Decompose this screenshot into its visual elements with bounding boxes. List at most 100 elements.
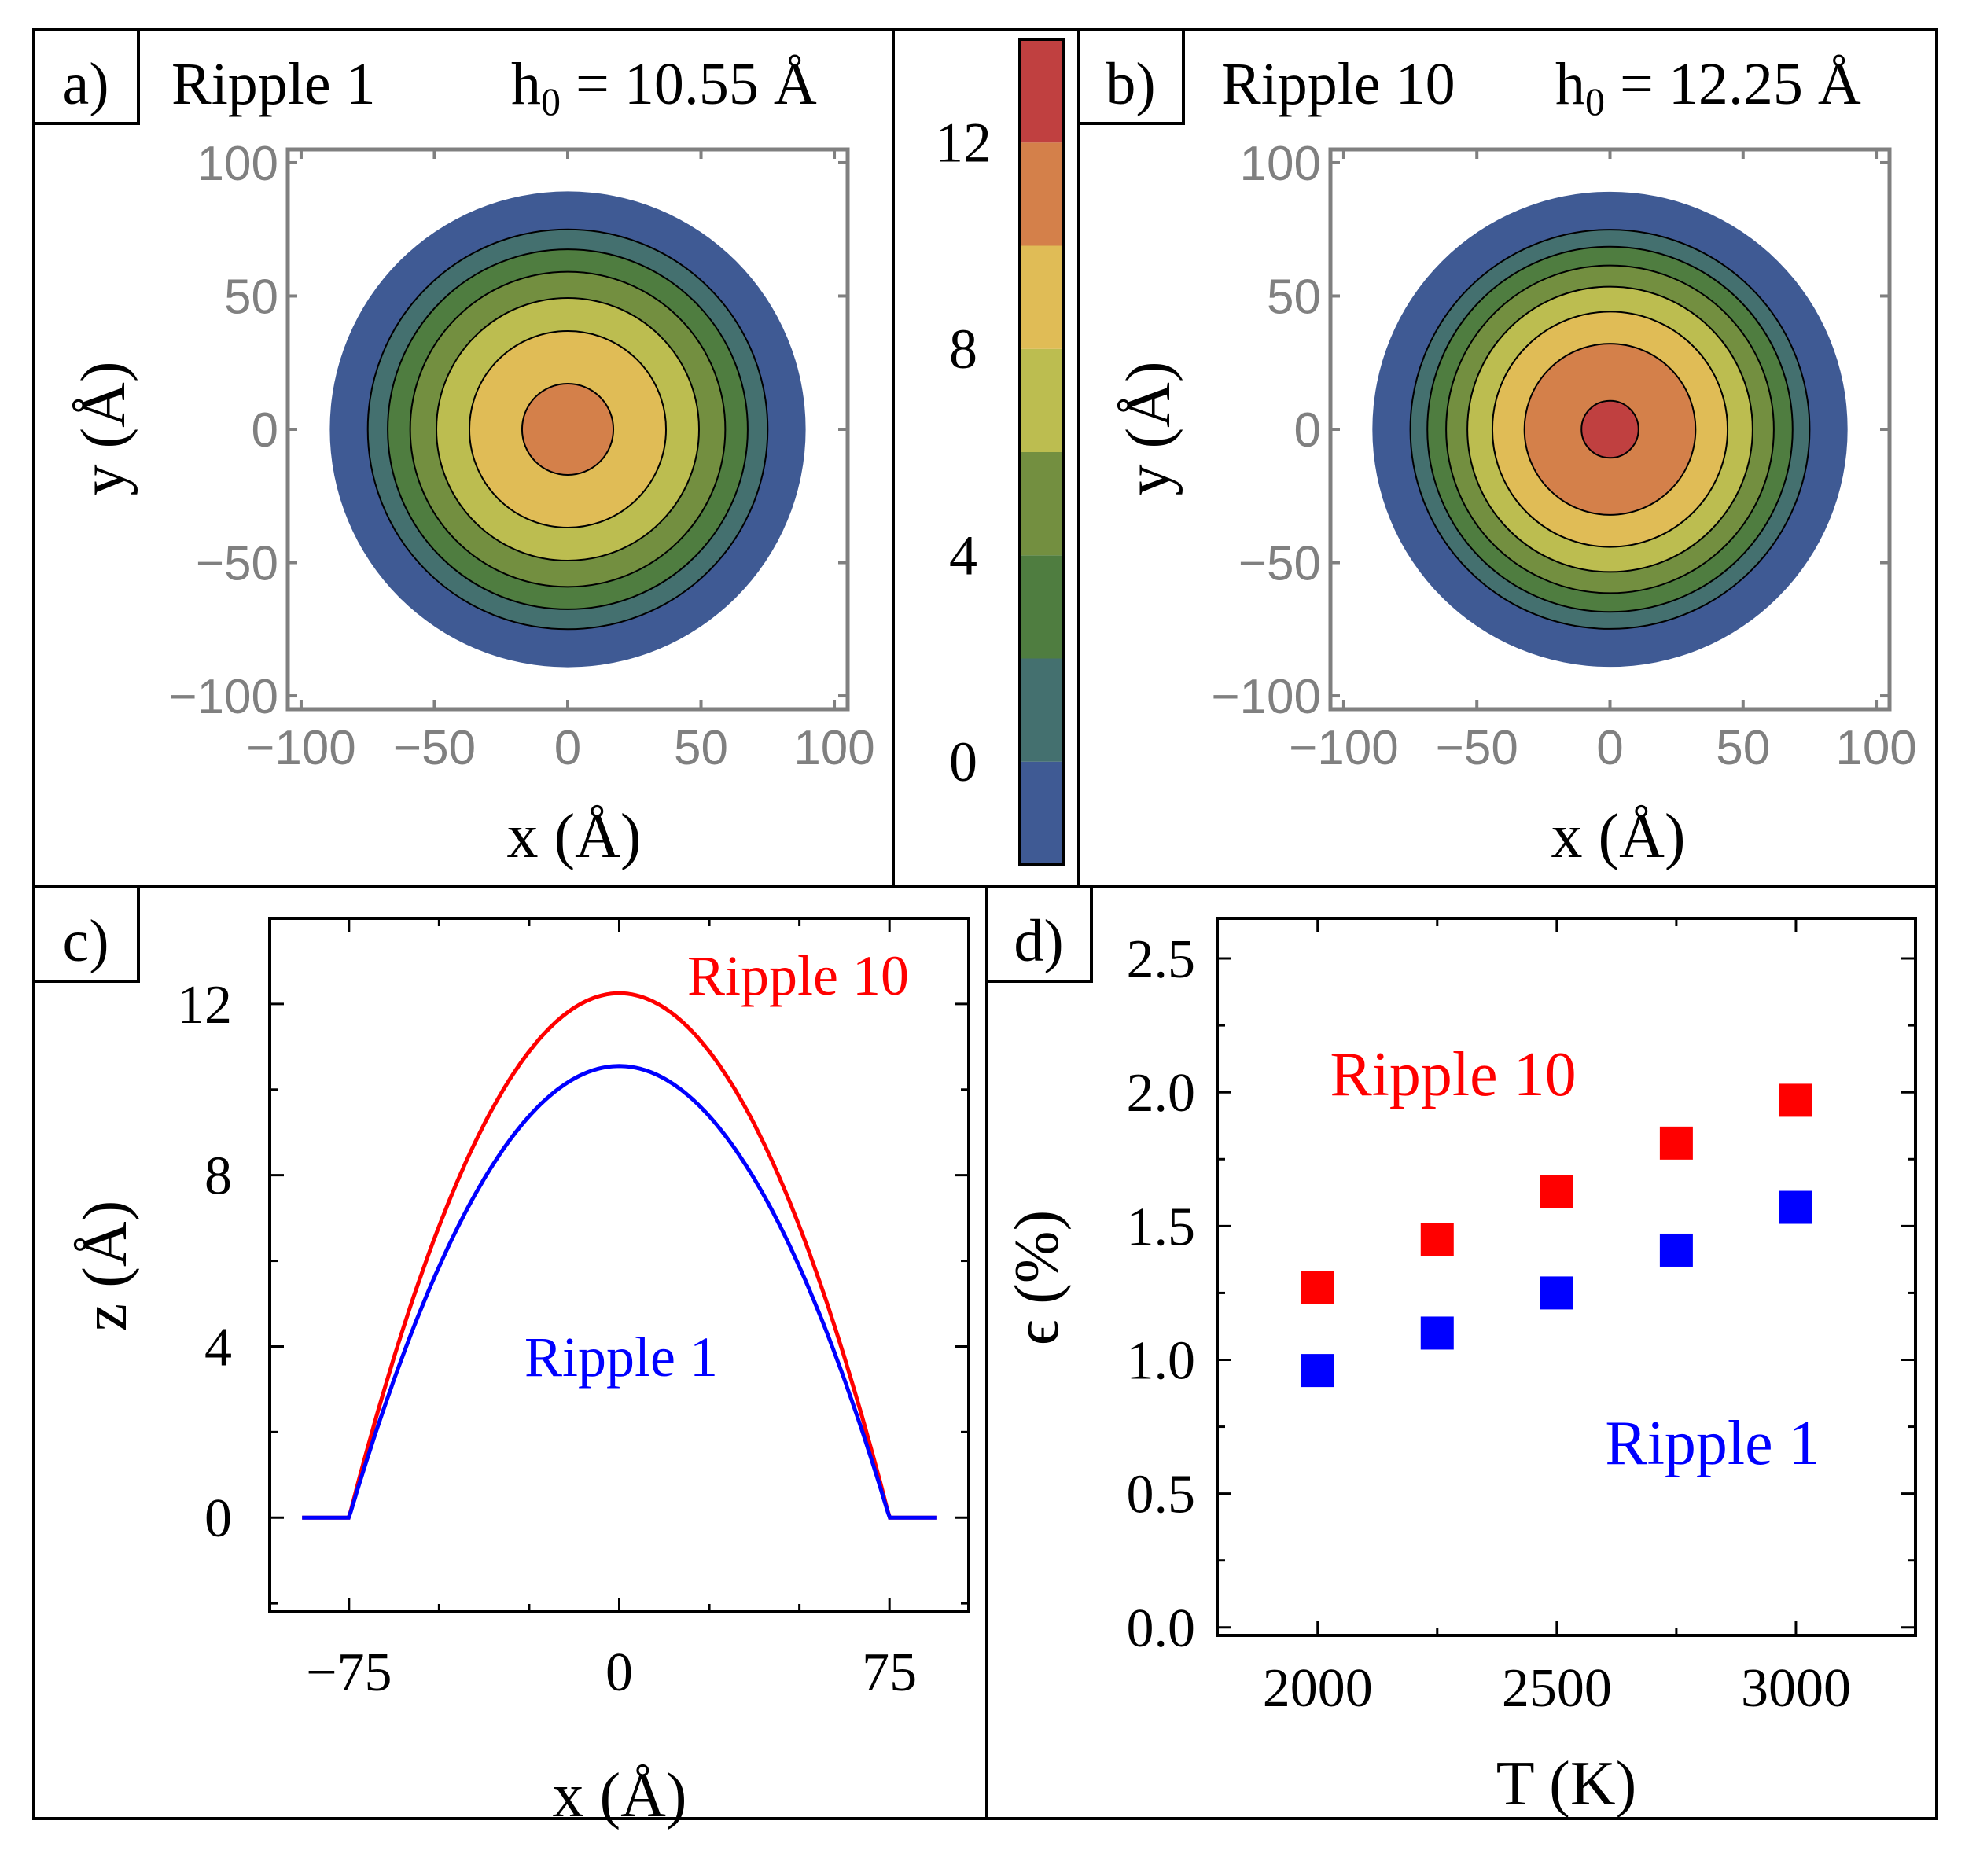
colorbar-band [1020, 348, 1063, 452]
colorbar-tick-label: 8 [949, 318, 977, 381]
panel-a-ylabel: y (Å) [69, 361, 138, 495]
panel-c-ytick-label: 0 [204, 1488, 232, 1549]
panel-c-series-line [302, 1064, 937, 1520]
panel-d-label: d) [1014, 908, 1063, 974]
panel-c-lines [302, 991, 937, 1520]
colorbar-band [1020, 452, 1063, 556]
panel-d-point [1779, 1190, 1812, 1224]
panel-b-ytick-label: 100 [1240, 137, 1321, 191]
panel-d-ylabel: ϵ (%) [1003, 1210, 1072, 1345]
panel-c-plot-frame [268, 917, 970, 1613]
panel-a-h0-annotation: h0 = 10.55 Å [511, 51, 817, 123]
panel-d-ytick-label: 2.5 [1127, 929, 1196, 990]
colorbar-tick-label: 4 [949, 524, 977, 587]
colorbar-band [1020, 142, 1063, 246]
panel-d-point [1659, 1126, 1693, 1160]
panel-d: 2000 2500 3000 0.0 0.5 1.0 1.5 2.0 2.5 Ripple 10… [985, 885, 1917, 1819]
panel-b-ticks: −100 −50 0 50 100 −100 −50 0 50 100 [1211, 137, 1916, 775]
panel-d-xtick-label: 3000 [1741, 1658, 1851, 1719]
panel-b-xlabel: x (Å) [1551, 802, 1685, 871]
panel-d-point [1779, 1083, 1812, 1117]
panel-b-xtick-label: 50 [1716, 721, 1770, 775]
panel-d-xtick-label: 2500 [1502, 1658, 1612, 1719]
panel-c-ylabel: z (Å) [71, 1201, 140, 1332]
panel-c-label: c) [62, 908, 109, 974]
panel-d-legend-ripple1: Ripple 1 [1605, 1409, 1820, 1478]
colorbar-tick-label: 12 [935, 111, 992, 174]
colorbar-outline [1018, 38, 1065, 866]
panel-a-xtick-label: 100 [793, 721, 874, 775]
panel-d-frame [985, 885, 1938, 1820]
panel-b-xtick-label: −50 [1436, 721, 1518, 775]
panel-a-label-box [32, 28, 140, 125]
panel-b-h0-annotation: h0 = 12.25 Å [1555, 51, 1861, 123]
panel-a-ytick-label: 100 [197, 137, 278, 191]
panel-b-contour-band [1580, 399, 1639, 459]
panel-c-series-line [302, 991, 937, 1520]
panel-a-ytick-label: 50 [224, 270, 278, 324]
panel-d-ytick-label: 0.5 [1127, 1465, 1196, 1525]
panel-d-label-box [985, 885, 1093, 983]
panel-a-contour-plot [329, 191, 806, 668]
colorbar-bands [1020, 39, 1063, 865]
colorbar-tick-label: 0 [949, 730, 977, 793]
panel-d-point [1540, 1175, 1573, 1208]
panel-c-ytick-label: 12 [177, 975, 232, 1035]
panel-b-xtick-label: −100 [1289, 721, 1399, 775]
panel-b: b) Ripple 10 h0 = 12.25 Å −100 −50 0 50 100−… [1077, 28, 1917, 871]
panel-b-contour-plot [1372, 191, 1848, 668]
panel-a-contour-band [521, 382, 615, 476]
panel-a-label: a) [62, 51, 109, 117]
panel-c-ytick-label: 8 [204, 1146, 232, 1207]
colorbar-band [1020, 761, 1063, 865]
panel-c-xtick-label: 0 [605, 1642, 633, 1703]
panel-a: a) Ripple 1 h0 = 10.55 Å −100 −50 0 50 100−1… [32, 28, 875, 871]
panel-b-ytick-label: 0 [1294, 403, 1321, 458]
panel-d-ytick-label: 1.0 [1127, 1330, 1196, 1391]
panel-c-legend-ripple10: Ripple 10 [687, 944, 909, 1007]
panel-d-legend-ripple10: Ripple 10 [1330, 1040, 1576, 1109]
panel-d-point [1420, 1223, 1454, 1256]
panel-a-ytick-label: 0 [252, 403, 278, 458]
panel-b-ytick-label: −100 [1211, 670, 1321, 724]
panel-a-ytick-label: −50 [196, 537, 278, 591]
panel-b-ytick-label: 50 [1267, 270, 1321, 324]
panel-d-ytick-label: 0.0 [1127, 1598, 1196, 1659]
panel-a-title: Ripple 1 [171, 51, 376, 117]
panel-d-point [1301, 1271, 1334, 1304]
colorbar-band [1020, 39, 1063, 143]
panel-c-ytick-label: 4 [204, 1317, 232, 1378]
panel-a-ticks: −100 −50 0 50 100 −100 −50 0 50 100 [168, 137, 874, 775]
panel-a-xtick-label: 0 [554, 721, 581, 775]
panel-d-xtick-label: 2000 [1263, 1658, 1373, 1719]
panel-d-point [1420, 1316, 1454, 1350]
panel-b-xtick-label: 100 [1835, 721, 1916, 775]
panel-c-xtick-label: −75 [306, 1642, 392, 1703]
panel-frames [32, 28, 1938, 1820]
panel-b-label: b) [1106, 51, 1155, 117]
panel-d-point [1659, 1233, 1693, 1267]
panel-b-ylabel: y (Å) [1114, 361, 1183, 495]
panel-d-ticks: 2000 2500 3000 0.0 0.5 1.0 1.5 2.0 2.5 [1127, 918, 1917, 1719]
panel-c-ticks: −75 0 75 0 4 8 12 [177, 917, 969, 1703]
panel-a-xtick-label: −100 [246, 721, 356, 775]
panel-b-ytick-label: −50 [1238, 537, 1321, 591]
panel-c-xlabel: x (Å) [552, 1761, 686, 1830]
panel-c-legend-ripple1: Ripple 1 [524, 1326, 718, 1389]
panel-a-xtick-label: −50 [393, 721, 476, 775]
panel-d-xlabel: T (K) [1496, 1749, 1636, 1819]
colorbar-band [1020, 555, 1063, 659]
panel-c-xtick-label: 75 [862, 1642, 917, 1703]
panel-a-xtick-label: 50 [674, 721, 728, 775]
colorbar-band [1020, 245, 1063, 349]
panel-d-point [1540, 1276, 1573, 1310]
panel-b-label-box [1077, 28, 1185, 125]
panel-c-label-box [32, 885, 140, 983]
panel-d-ytick-label: 2.0 [1127, 1063, 1196, 1124]
panel-b-xtick-label: 0 [1596, 721, 1623, 775]
panel-d-point [1301, 1354, 1334, 1388]
panel-b-title: Ripple 10 [1221, 51, 1455, 117]
colorbar-band [1020, 658, 1063, 762]
